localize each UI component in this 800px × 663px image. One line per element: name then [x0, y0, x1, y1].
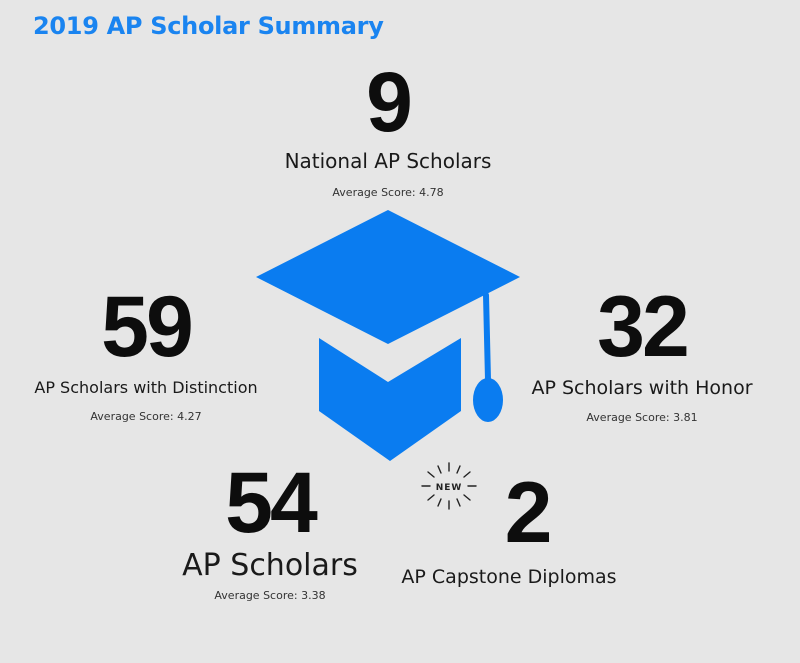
- stat-number: 54: [225, 455, 318, 551]
- stat-label: AP Scholars: [182, 548, 358, 583]
- new-burst-icon: NEW: [421, 462, 477, 510]
- stat-average: Average Score: 4.78: [332, 186, 444, 199]
- page-title: 2019 AP Scholar Summary: [33, 12, 384, 40]
- stat-number: 32: [597, 279, 690, 375]
- stat-average: Average Score: 4.27: [90, 410, 202, 424]
- stat-label: AP Capstone Diplomas: [401, 566, 617, 588]
- stat-capstone: 2 AP Capstone Diplomas: [394, 470, 624, 589]
- stat-distinction: 59 AP Scholars with Distinction Average …: [26, 284, 266, 423]
- graduation-cap-icon: [256, 210, 520, 461]
- stat-number: 2: [504, 465, 553, 561]
- new-badge-text: NEW: [436, 483, 463, 493]
- stat-national-scholars: 9 National AP Scholars Average Score: 4.…: [258, 60, 518, 199]
- stat-scholars: 54 AP Scholars Average Score: 3.38: [160, 460, 380, 602]
- stat-number: 9: [366, 55, 413, 149]
- stat-average: Average Score: 3.81: [586, 410, 698, 424]
- stat-label: National AP Scholars: [284, 149, 492, 173]
- stat-average: Average Score: 3.38: [214, 588, 326, 602]
- stat-number: 59: [101, 279, 194, 375]
- stat-honor: 32 AP Scholars with Honor Average Score:…: [522, 284, 762, 424]
- stat-label: AP Scholars with Honor: [531, 377, 753, 399]
- stat-label: AP Scholars with Distinction: [34, 378, 258, 397]
